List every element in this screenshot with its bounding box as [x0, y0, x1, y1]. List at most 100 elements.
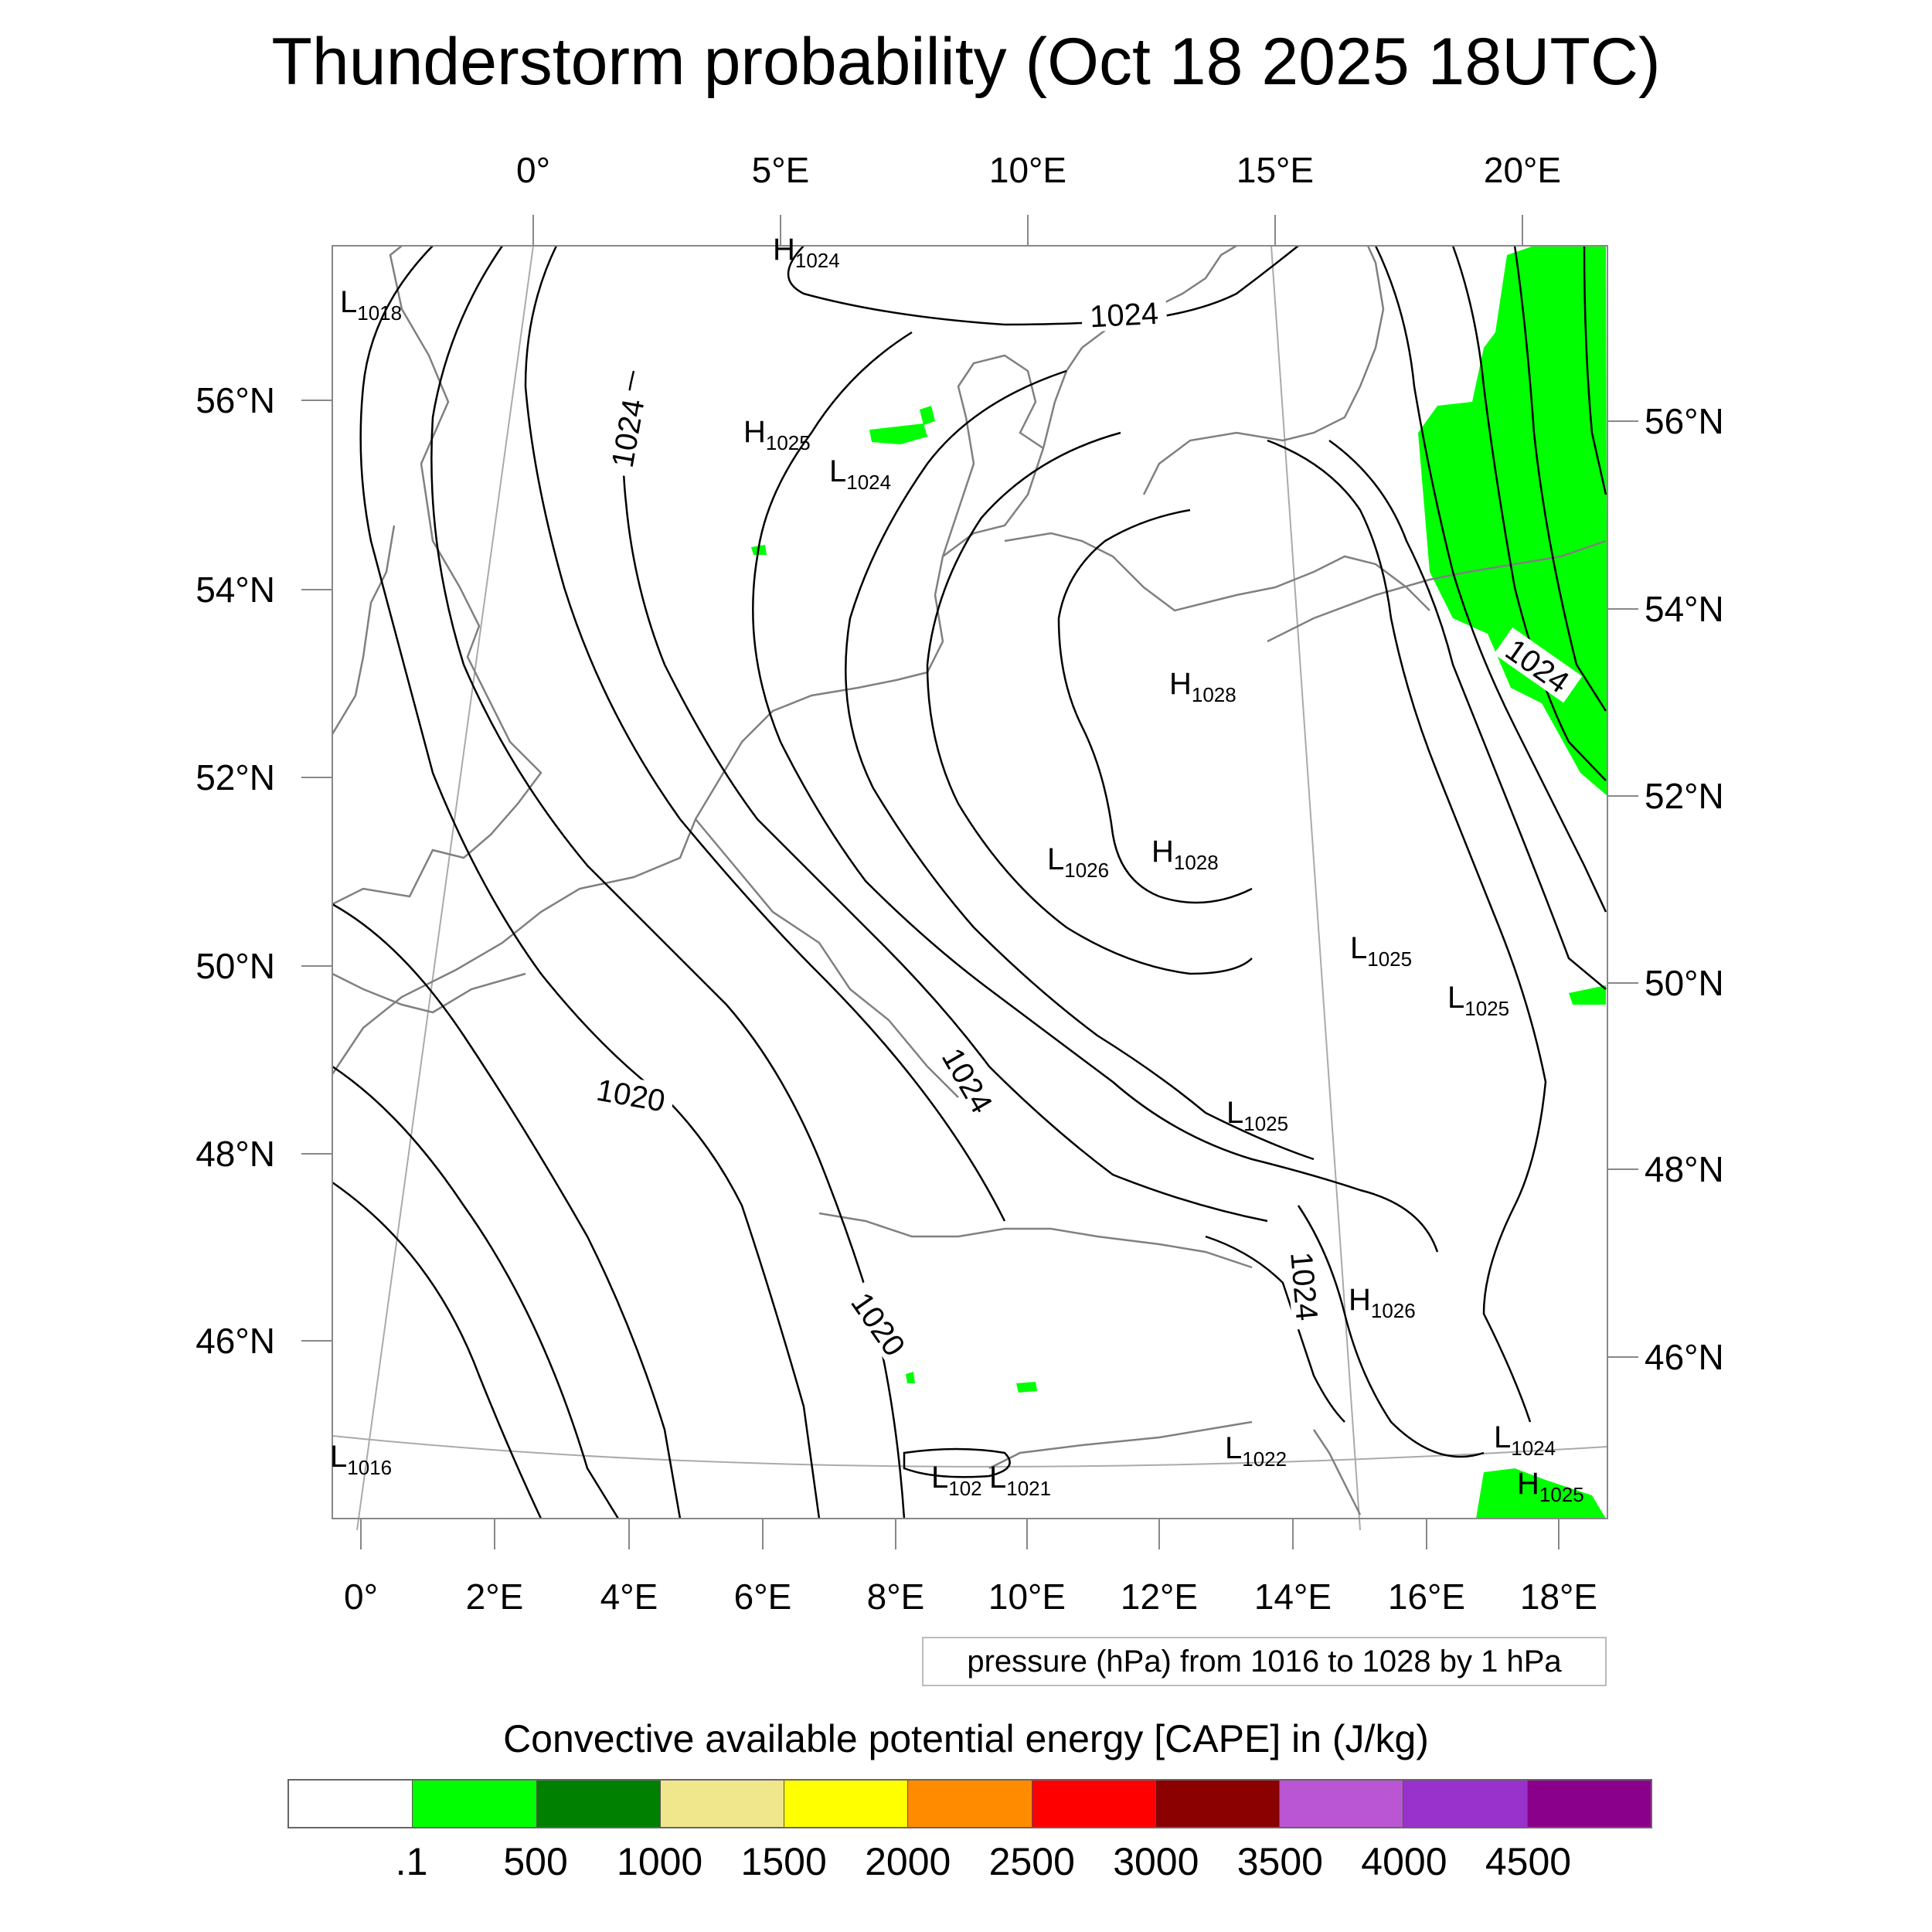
colorbar-label: 4000 — [1361, 1840, 1447, 1883]
pressure-centers: L1018 H1024 H1025 L1024 H1028 L1026 H102… — [330, 233, 1584, 1506]
lon-label-bottom: 8°E — [867, 1577, 925, 1617]
lon-label-bottom: 0° — [344, 1577, 378, 1617]
colorbar — [287, 1779, 1652, 1828]
top-lon-labels: 0° 5°E 10°E 15°E 20°E — [516, 150, 1561, 190]
isobar — [1267, 439, 1547, 1423]
colorbar-label: 500 — [503, 1840, 568, 1883]
isobar — [332, 903, 682, 1519]
cape-areas — [751, 246, 1607, 1519]
colorbar-swatch — [413, 1781, 537, 1827]
pressure-center: L1024 — [829, 454, 891, 494]
pressure-center: L1025 — [1226, 1096, 1288, 1135]
lat-label-right: 48°N — [1645, 1149, 1724, 1189]
pressure-center: L1021 — [989, 1461, 1051, 1500]
lat-label-right: 52°N — [1645, 776, 1724, 816]
contour-label: 1024 — [1284, 1250, 1324, 1321]
pressure-center: H1028 — [1169, 667, 1236, 706]
lon-label-top: 10°E — [989, 150, 1066, 190]
lon-label-bottom: 14°E — [1254, 1577, 1332, 1617]
coastline-baltic-south — [1004, 532, 1430, 612]
isobar — [752, 331, 1439, 1253]
lat-label-right: 50°N — [1645, 963, 1724, 1003]
isobar — [1057, 509, 1253, 904]
chart-title: Thunderstorm probability (Oct 18 2025 18… — [271, 25, 1661, 99]
cape-area-north2 — [920, 406, 935, 425]
pressure-center: H1025 — [1517, 1467, 1584, 1506]
lat-label-left: 54°N — [196, 570, 275, 610]
cape-area-alps — [1016, 1382, 1037, 1393]
pressure-center: H1026 — [1349, 1283, 1416, 1322]
lat-label-left: 56°N — [196, 380, 275, 420]
colorbar-swatch — [908, 1781, 1032, 1827]
isobar — [1583, 245, 1607, 495]
lon-label-top: 0° — [516, 150, 550, 190]
map-ticks — [301, 215, 1638, 1549]
pressure-center: L1022 — [1225, 1431, 1287, 1471]
colorbar-swatch — [1155, 1781, 1281, 1827]
lat-label-left: 48°N — [196, 1134, 275, 1174]
colorbar-title: Convective available potential energy [C… — [503, 1717, 1429, 1760]
lat-label-right: 46°N — [1645, 1337, 1724, 1377]
isobar — [1513, 245, 1607, 712]
lon-label-bottom: 18°E — [1520, 1577, 1597, 1617]
isobar — [1374, 245, 1607, 913]
coastline-denmark — [941, 354, 1044, 557]
coastlines — [331, 244, 1607, 1515]
cape-area-east-mid — [1569, 985, 1606, 1005]
coastline-adriatic — [1312, 1429, 1362, 1515]
pressure-center: L1025 — [1447, 981, 1509, 1020]
isobar-closed — [903, 1447, 1011, 1478]
map-frame — [332, 245, 1608, 1519]
parallel-45n — [332, 1435, 1608, 1468]
colorbar-label: 4500 — [1485, 1840, 1572, 1883]
cape-area-north — [869, 423, 927, 444]
colorbar-label: 1500 — [740, 1840, 827, 1883]
lon-label-bottom: 10°E — [988, 1577, 1066, 1617]
isobar — [787, 245, 1299, 326]
colorbar-swatch — [289, 1781, 413, 1827]
meridian-0 — [356, 245, 534, 1531]
contour-label: 1024 — [1089, 297, 1159, 335]
lon-label-top: 20°E — [1484, 150, 1561, 190]
colorbar-swatch — [784, 1781, 909, 1827]
colorbar-swatch — [1280, 1781, 1404, 1827]
pressure-center: L1025 — [1350, 931, 1412, 971]
lat-label-left: 50°N — [196, 946, 275, 986]
isobar — [332, 1181, 543, 1519]
colorbar-swatch — [1403, 1781, 1528, 1827]
contour-label: 1024 — [935, 1043, 999, 1119]
pressure-center: H1028 — [1151, 835, 1219, 874]
lon-label-bottom: 2°E — [466, 1577, 524, 1617]
cape-area-east — [1418, 246, 1607, 796]
isobar — [622, 370, 1268, 1223]
lat-label-right: 54°N — [1645, 589, 1724, 629]
isobar — [1297, 1205, 1485, 1458]
lon-label-bottom: 4°E — [600, 1577, 658, 1617]
cape-area-alps2 — [906, 1372, 915, 1383]
pressure-center: H1024 — [773, 233, 840, 272]
coastline-continent — [331, 347, 1083, 1075]
coastline-sweden-south — [1142, 245, 1385, 495]
lat-label-left: 46°N — [196, 1321, 275, 1361]
coastline-italy-north — [988, 1420, 1253, 1470]
isobar — [430, 245, 906, 1519]
lon-label-top: 5°E — [752, 150, 810, 190]
pressure-center: L1026 — [1047, 842, 1109, 882]
lat-label-right: 56°N — [1645, 401, 1724, 441]
colorbar-label: 1000 — [617, 1840, 703, 1883]
coastline-britain-south — [332, 972, 526, 1014]
contour-label: 1024 — [606, 396, 651, 470]
cape-area-southeast — [1476, 1468, 1606, 1519]
colorbar-swatch — [1032, 1781, 1156, 1827]
colorbar-label: 2500 — [988, 1840, 1075, 1883]
colorbar-label: 3500 — [1236, 1840, 1323, 1883]
isobar — [1205, 1235, 1345, 1423]
colorbar-swatch — [1527, 1781, 1651, 1827]
lon-label-bottom: 12°E — [1121, 1577, 1198, 1617]
right-lat-labels: 56°N 54°N 52°N 50°N 48°N 46°N — [1645, 401, 1724, 1377]
coastline-norway — [331, 525, 396, 735]
colorbar-swatch — [536, 1781, 661, 1827]
lon-label-bottom: 6°E — [734, 1577, 792, 1617]
colorbar-label: 3000 — [1113, 1840, 1199, 1883]
coastline-britain — [332, 245, 543, 906]
